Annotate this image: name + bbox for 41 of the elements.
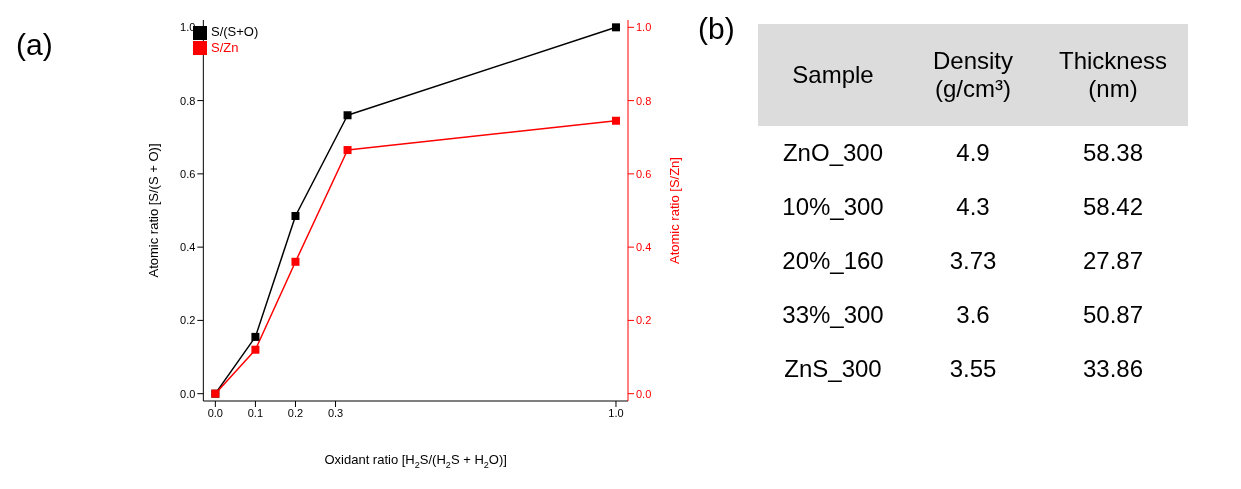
text: Density (g/cm³) (932, 47, 1014, 103)
text: Thickness (nm) (1057, 47, 1168, 103)
y2-axis-title: Atomic ratio [S/Zn] (667, 157, 683, 264)
text: 3.55 (948, 355, 998, 383)
x-tick-label: 0.0 (207, 406, 223, 419)
text: 3.6 (955, 301, 991, 329)
x-tick-label: 0.3 (327, 406, 344, 419)
text: 4.3 (955, 193, 991, 221)
y-tick-label: 0.0 (180, 387, 196, 400)
text: 33.86 (1081, 355, 1145, 383)
y2-tick-label: 0.4 (636, 241, 652, 254)
text: Sample (791, 61, 875, 89)
legend-label: S/(S+O) (211, 24, 259, 39)
chart-title: (a) (16, 28, 53, 62)
y-axis-title: Atomic ratio [S/(S + O)] (146, 143, 162, 278)
y-tick-label: 0.6 (180, 167, 196, 180)
y2-tick-label: 0.8 (636, 94, 652, 107)
text: 50.87 (1081, 301, 1145, 329)
y2-tick-label: 1.0 (636, 21, 652, 34)
y-tick-label: 0.2 (180, 314, 196, 327)
x-tick-label: 0.1 (247, 406, 264, 419)
y-tick-label: 0.4 (180, 241, 196, 254)
x-axis-title: Oxidant ratio [H$_{2}$S/(H$_{2}$S + H$_{2}$O)] (324, 452, 507, 471)
y2-tick-label: 0.2 (636, 314, 652, 327)
text: 33%_300 (781, 301, 885, 329)
text: 3.73 (948, 247, 998, 275)
y2-tick-label: 0.0 (636, 387, 652, 400)
text: ZnO_300 (781, 139, 885, 167)
x-tick-label: 1.0 (608, 406, 624, 419)
text: (b) (698, 12, 735, 46)
text: 58.38 (1081, 139, 1145, 167)
text: 20%_160 (781, 247, 885, 275)
text: 27.87 (1081, 247, 1145, 275)
text: 10%_300 (781, 193, 885, 221)
text: 4.9 (955, 139, 991, 167)
y-tick-label: 0.8 (180, 94, 196, 107)
text: ZnS_300 (783, 355, 883, 383)
x-tick-label: 0.2 (287, 406, 304, 419)
text: 58.42 (1081, 193, 1145, 221)
legend-label: S/Zn (211, 39, 239, 55)
y2-tick-label: 0.6 (636, 167, 652, 180)
